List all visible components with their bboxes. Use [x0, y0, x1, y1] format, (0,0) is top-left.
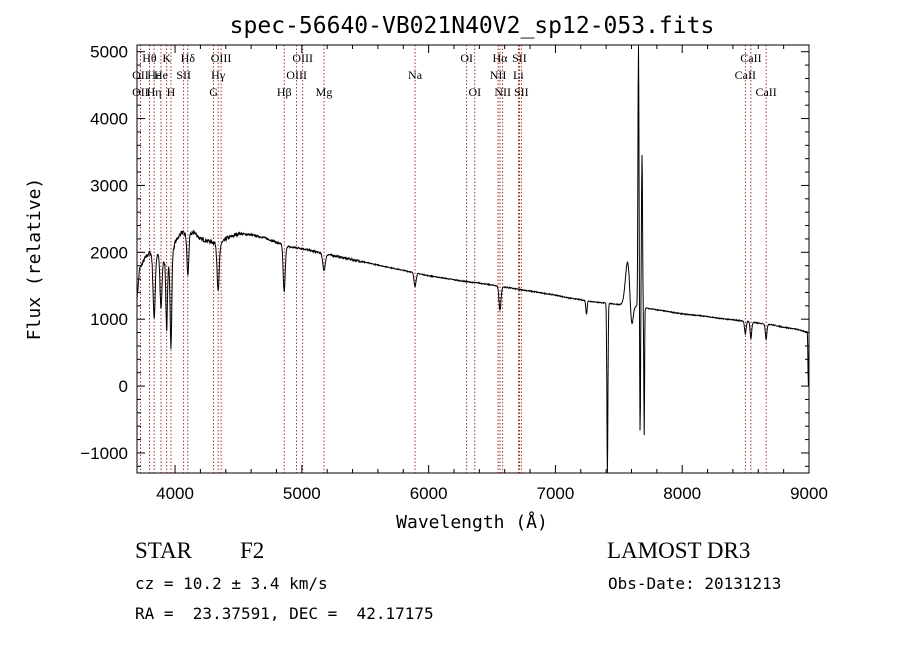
line-label-17: Na — [408, 68, 423, 82]
y-tick-label-0: −1000 — [80, 444, 128, 463]
observation-date: Obs-Date: 20131213 — [608, 574, 782, 593]
plot-frame — [136, 44, 810, 474]
line-label-14: OIII — [286, 68, 307, 82]
x-tick-label-2: 6000 — [410, 484, 448, 503]
line-label-16: Mg — [316, 85, 333, 99]
marker-lines — [140, 45, 767, 473]
line-label-18: OI — [460, 51, 473, 65]
survey-name: LAMOST DR3 — [607, 538, 751, 563]
spectrum-series — [136, 45, 810, 474]
x-tick-label-5: 9000 — [790, 484, 828, 503]
line-label-6: He — [154, 68, 168, 82]
line-label-21: SII — [512, 51, 527, 65]
line-label-1: OII — [132, 68, 149, 82]
line-label-4: Hη — [147, 85, 162, 99]
line-label-8: SII — [176, 68, 191, 82]
object-subclass: F2 — [240, 538, 265, 563]
line-label-19: OI — [468, 85, 481, 99]
x-tick-label-3: 7000 — [537, 484, 575, 503]
line-label-10: OIII — [211, 51, 232, 65]
line-label-23: Li — [513, 68, 524, 82]
line-label-27: CaII — [735, 68, 756, 82]
spectrum-chart: spec-56640-VB021N40V2_sp12-053.fits Hθ OI… — [24, 13, 828, 533]
spectrum-line — [136, 45, 810, 474]
x-tick-label-4: 8000 — [663, 484, 701, 503]
y-tick-label-3: 2000 — [90, 243, 128, 262]
line-label-15: Hβ — [277, 85, 292, 99]
line-label-3: Hε — [147, 68, 161, 82]
line-label-5: K — [162, 51, 171, 65]
line-label-22: NII — [490, 68, 507, 82]
line-label-12: G — [209, 85, 218, 99]
line-label-24: NII — [494, 85, 511, 99]
line-label-9: H — [167, 85, 176, 99]
line-label-11: Hγ — [211, 68, 226, 82]
x-tick-label-1: 5000 — [283, 484, 321, 503]
x-axis-label: Wavelength (Å) — [396, 511, 548, 533]
chart-title: spec-56640-VB021N40V2_sp12-053.fits — [230, 13, 715, 39]
y-tick-label-2: 1000 — [90, 310, 128, 329]
y-tick-label-4: 3000 — [90, 176, 128, 195]
coordinates-readout: RA = 23.37591, DEC = 42.17175 — [135, 604, 434, 623]
y-tick-label-5: 4000 — [90, 110, 128, 129]
y-tick-label-1: 0 — [119, 377, 128, 396]
line-label-26: CaII — [740, 51, 761, 65]
line-label-7: Hδ — [181, 51, 196, 65]
line-label-0: Hθ — [142, 51, 157, 65]
y-axis-label: Flux (relative) — [24, 178, 45, 341]
line-label-13: OIII — [292, 51, 313, 65]
line-label-20: Hα — [493, 51, 509, 65]
x-tick-label-0: 4000 — [156, 484, 194, 503]
y-tick-label-6: 5000 — [90, 43, 128, 62]
redshift-readout: cz = 10.2 ± 3.4 km/s — [135, 574, 328, 593]
line-label-28: CaII — [755, 85, 776, 99]
axis-ticks: 4000 5000 6000 7000 8000 9000 −1000 0 1000 2000 30… — [80, 43, 828, 503]
line-label-25: SII — [514, 85, 529, 99]
object-class: STAR — [135, 538, 192, 563]
